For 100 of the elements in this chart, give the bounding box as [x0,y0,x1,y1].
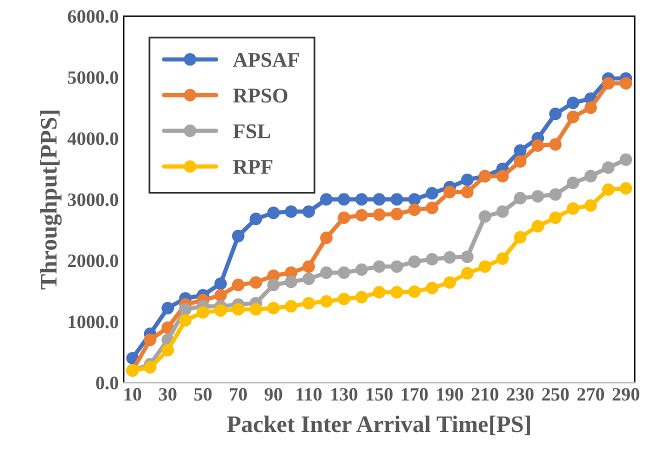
point [478,260,492,273]
y-tick-label: 3000.0 [68,193,118,206]
point [496,252,509,265]
point [390,260,404,273]
point [584,170,597,182]
point [320,266,333,279]
point [161,344,174,357]
point [338,193,350,206]
y-axis-title: Throughput[PPS] [40,110,62,290]
point [320,193,333,206]
point [514,192,526,204]
point [372,286,386,298]
point [602,183,615,196]
point [250,276,262,289]
y-tick-label: 5000.0 [68,71,118,84]
x-axis-title: Packet Inter Arrival Time[PS] [227,416,530,436]
point [566,176,580,190]
point [144,361,156,374]
legend-label: RPF [233,160,272,174]
point [532,139,544,152]
point [250,212,262,226]
point [232,303,244,316]
point [179,303,192,316]
point [408,193,421,206]
point [302,296,315,310]
point [267,206,280,220]
x-tick-label: 90 [264,388,282,401]
point [602,77,615,90]
point [320,295,333,308]
legend-label: APSAF [232,52,299,67]
x-tick-label: 210 [472,388,498,401]
point [302,205,315,218]
point [549,188,562,201]
point [443,186,456,198]
point [390,286,404,298]
x-tick-label: 50 [194,388,212,401]
point [584,199,597,212]
point [144,334,156,346]
point [214,304,227,317]
x-tick-label: 230 [506,388,534,401]
x-tick-label: 170 [402,388,428,401]
point [408,285,421,298]
legend-label: RPSO [233,88,288,103]
point [461,174,474,186]
point [566,110,580,124]
point [179,314,192,327]
x-tick-label: 150 [366,388,393,401]
point [196,306,210,319]
point [355,290,368,304]
x-tick-label: 10 [124,388,142,401]
point [267,302,280,314]
point [320,232,333,244]
point [620,77,632,90]
point [284,205,298,218]
y-tick-label: 2000.0 [68,254,118,268]
point [390,193,404,206]
point [532,190,544,203]
point [214,277,227,290]
point [461,250,474,264]
point [372,208,386,221]
point [443,276,456,289]
point [426,282,438,294]
point [372,260,386,273]
point [514,144,526,157]
x-tick-label: 270 [577,388,604,401]
point [408,204,421,216]
point [620,153,632,166]
point [232,230,244,242]
point [496,205,509,218]
point [549,108,562,120]
point [284,300,298,313]
point [355,209,368,222]
x-tick-label: 290 [612,388,640,401]
point [408,255,421,268]
point [496,170,509,182]
point [426,252,438,266]
x-tick-label: 110 [296,388,322,401]
point [338,292,350,306]
point [390,208,404,220]
legend-label: FSL [233,124,270,138]
x-tick-label: 130 [331,388,358,401]
point [514,155,526,168]
point [461,267,474,280]
point [338,266,350,279]
point [284,276,298,288]
point [620,182,632,195]
y-tick-label: 4000.0 [68,132,118,146]
point [372,193,386,206]
point [566,202,580,215]
point [161,302,174,314]
y-tick-label: 1000.0 [68,316,118,328]
point [426,187,438,200]
point [478,210,492,223]
point [584,102,597,114]
point [426,202,438,214]
x-tick-label: 250 [542,388,569,401]
y-tick-label: 0.0 [96,376,118,390]
point [602,161,615,174]
point [566,96,580,110]
point [549,138,562,151]
